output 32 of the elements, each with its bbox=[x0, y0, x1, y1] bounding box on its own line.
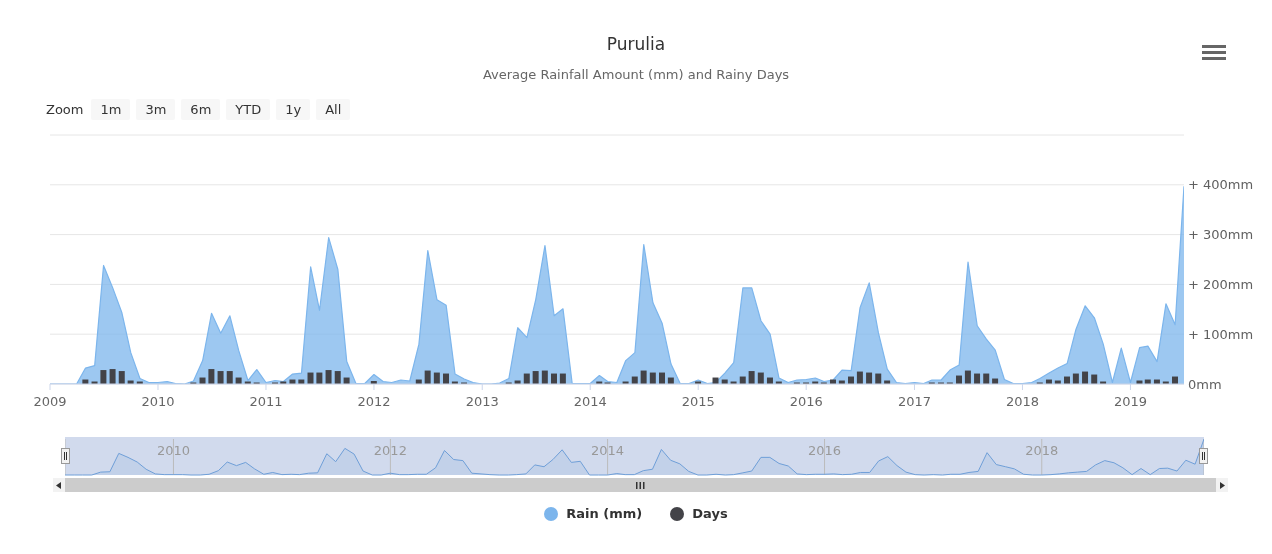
text: YTD bbox=[226, 99, 271, 120]
text: All bbox=[316, 99, 351, 120]
x-tick-label: 2012 bbox=[357, 394, 391, 409]
text: Zoom bbox=[46, 102, 84, 117]
x-tick-label: 2012 bbox=[373, 443, 407, 458]
y-tick-label: 0mm bbox=[1188, 376, 1222, 392]
x-tick-label: 2011 bbox=[249, 394, 283, 409]
x-tick-label: 2010 bbox=[156, 443, 191, 458]
x-tick-label: 2014 bbox=[591, 443, 625, 458]
x-tick-label: 2019 bbox=[1113, 394, 1147, 409]
y-tick-label: + 200mm bbox=[1188, 276, 1254, 292]
y-tick-label: + 300mm bbox=[1188, 227, 1254, 243]
y-tick-label: + 400mm bbox=[1188, 177, 1254, 193]
x-tick-label: 2018 bbox=[1025, 443, 1059, 458]
x-tick-label: 2016 bbox=[789, 394, 823, 409]
x-tick-label: 2017 bbox=[897, 394, 932, 409]
y-tick-label: + 100mm bbox=[1188, 326, 1254, 342]
chart-subtitle: Average Rainfall Amount (mm) and Rainy Days bbox=[481, 67, 791, 82]
x-tick-label: 2018 bbox=[1005, 394, 1040, 409]
text: 6m bbox=[181, 99, 221, 120]
legend-label: Days bbox=[692, 506, 728, 521]
x-tick-label: 2014 bbox=[573, 394, 607, 409]
chart-title: Purulia bbox=[605, 34, 667, 54]
text: 1m bbox=[91, 99, 131, 120]
x-tick-label: 2015 bbox=[681, 394, 715, 409]
text: 1y bbox=[276, 99, 311, 120]
text: 3m bbox=[136, 99, 176, 120]
x-tick-label: 2010 bbox=[141, 394, 175, 409]
x-tick-label: 2016 bbox=[807, 443, 842, 458]
x-tick-label: 2009 bbox=[33, 394, 67, 409]
legend-label: Rain (mm) bbox=[566, 506, 643, 521]
x-tick-label: 2013 bbox=[465, 394, 499, 409]
